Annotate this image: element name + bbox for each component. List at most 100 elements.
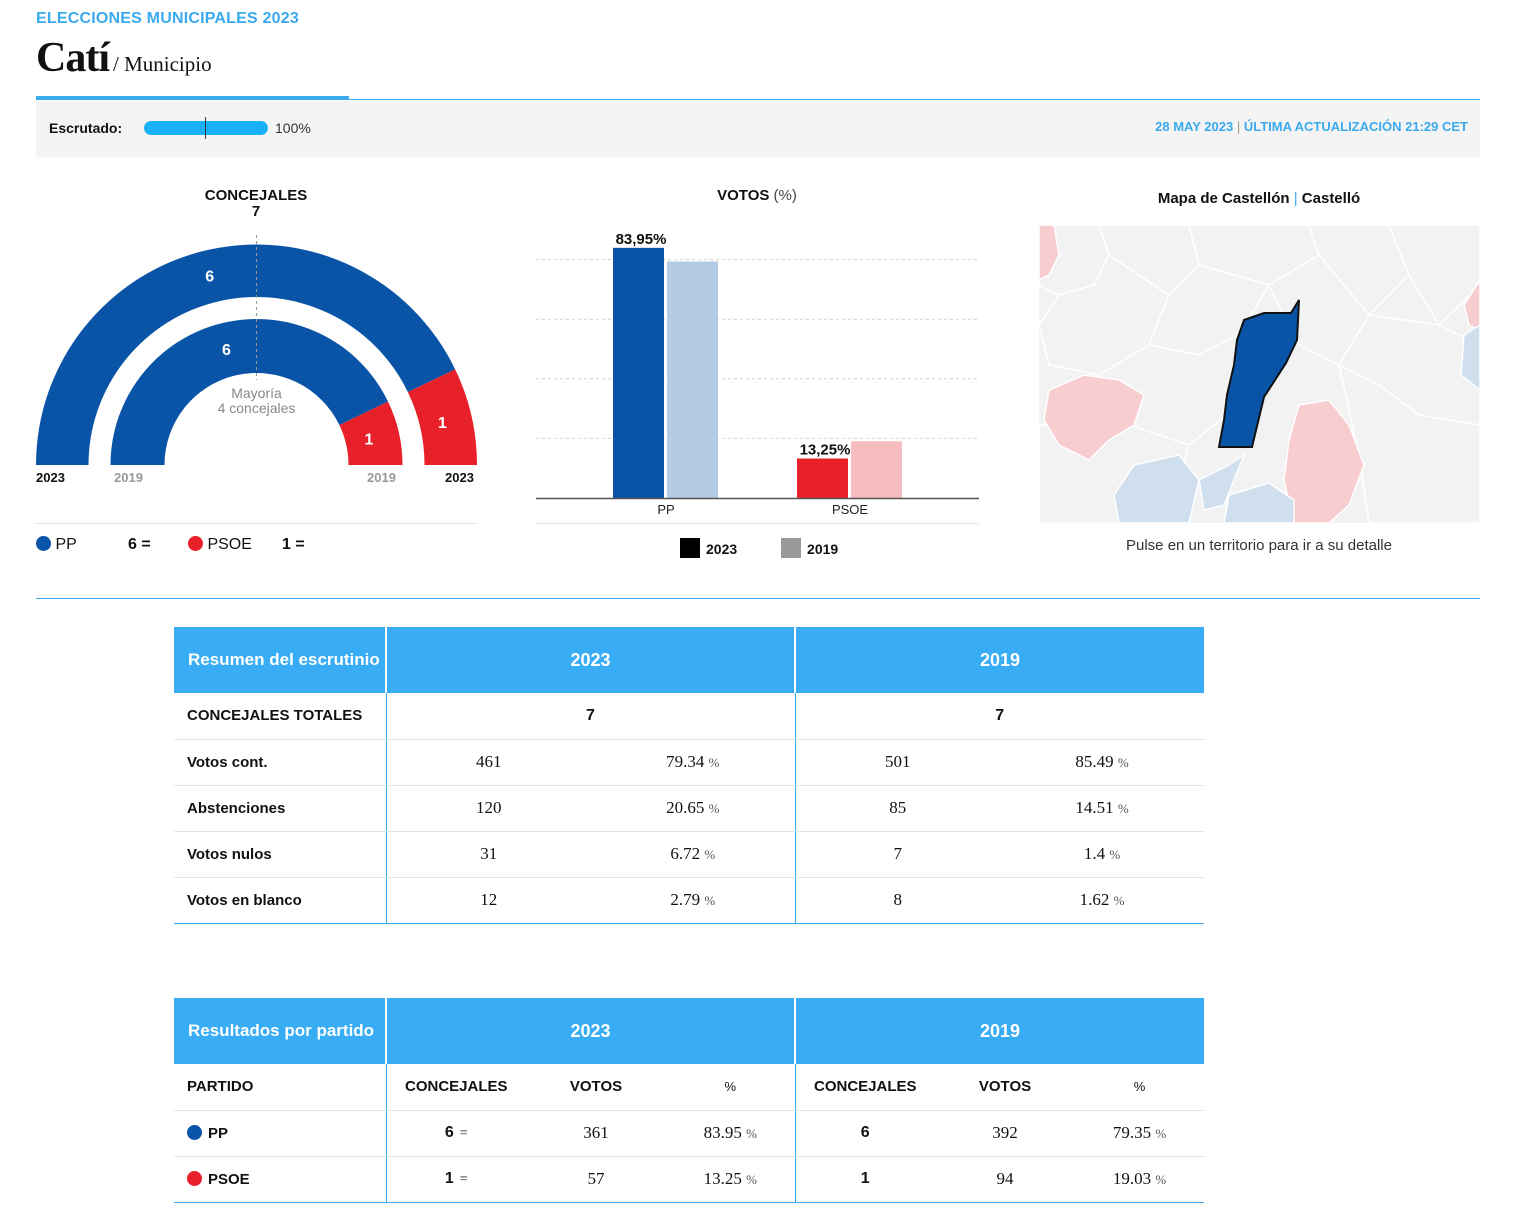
votos-2023: 57: [526, 1156, 666, 1203]
party-cell: PP: [174, 1110, 387, 1157]
legend-value-pp: 6 =: [128, 536, 151, 553]
hemicycle-2023-arc-psoe: [407, 369, 477, 465]
seats-diff: =: [459, 1172, 468, 1187]
hemicycle-2023-arc-pp: [36, 244, 456, 465]
municipality-name: Catí: [36, 35, 110, 81]
pct-2019: 85.49 %: [1000, 739, 1204, 786]
col-concejales-2023: CONCEJALES: [386, 1064, 526, 1111]
party-name: PSOE: [208, 1170, 250, 1188]
summary-header-title: Resumen del escrutinio: [174, 627, 387, 693]
pct-2023: 20.65 %: [591, 785, 796, 832]
pct-sign: %: [746, 1126, 757, 1141]
table-row: Abstenciones 120 20.65 % 85 14.51 %: [174, 785, 1204, 832]
seats-value: 1: [444, 1170, 454, 1187]
hemicycle-2019-seat-label-psoe: 1: [365, 432, 374, 449]
count-2023: 120: [386, 785, 591, 832]
map-hint: Pulse en un territorio para ir a su deta…: [1126, 537, 1392, 554]
pct-value: 2.79: [670, 890, 701, 909]
page-title: Catí / Municipio: [36, 34, 212, 82]
hemicycle-inner-year-right: 2019: [367, 470, 396, 485]
map-territory-psoe[interactable]: [1043, 374, 1145, 461]
map-territory[interactable]: [1308, 225, 1410, 317]
pct-value: 1.62: [1079, 890, 1110, 909]
pct-2019: 79.35 %: [1075, 1110, 1204, 1157]
summary-table: Resumen del escrutinio 2023 2019 CONCEJA…: [174, 627, 1204, 924]
pct-value: 83.95: [703, 1123, 742, 1142]
escrutado-progress-bar: [144, 121, 268, 135]
pct-sign: %: [704, 893, 716, 908]
row-label: Votos cont.: [174, 739, 387, 786]
legend-party-pp: PP: [55, 536, 77, 553]
pct-2019: 14.51 %: [1000, 785, 1204, 832]
summary-header-2019: 2019: [795, 627, 1204, 693]
col-concejales-2019: CONCEJALES: [795, 1064, 935, 1111]
last-update: ÚLTIMA ACTUALIZACIÓN 21:29 CET: [1243, 119, 1468, 134]
map-territory-psoe[interactable]: [1283, 399, 1365, 523]
count-2023: 12: [386, 877, 591, 924]
concejales-2023: 7: [386, 693, 796, 740]
legend-value-psoe: 1 =: [282, 536, 305, 553]
votos-2023: 361: [526, 1110, 666, 1157]
update-separator: |: [1236, 119, 1241, 134]
legend-2023-label: 2023: [706, 541, 738, 557]
col-votos-2019: VOTOS: [935, 1064, 1075, 1111]
pct-sign: %: [708, 755, 720, 770]
col-votos-2023: VOTOS: [526, 1064, 666, 1111]
map-title-separator: |: [1293, 190, 1298, 207]
bar-data-label-pp: 83,95%: [616, 231, 667, 248]
count-2019: 501: [795, 739, 1000, 786]
hemicycle-outer-year-right: 2023: [445, 470, 474, 485]
hemicycle-2023-seat-label-pp: 6: [205, 269, 214, 286]
seats-value: 6: [444, 1124, 454, 1141]
province-map[interactable]: [1039, 225, 1480, 523]
legend-2019: 2019: [781, 538, 838, 558]
count-2023: 461: [386, 739, 591, 786]
map-territory-cati-highlighted[interactable]: [1217, 299, 1300, 448]
map-territory[interactable]: [1268, 254, 1370, 366]
map-territory[interactable]: [1388, 225, 1480, 327]
map-territory-pp[interactable]: [1113, 454, 1200, 523]
title-underline: [36, 96, 349, 100]
votos-title-unit: (%): [773, 187, 797, 204]
pct-sign: %: [1117, 755, 1129, 770]
summary-header-2023: 2023: [386, 627, 796, 693]
bar-data-label-psoe: 13,25%: [800, 442, 851, 459]
table-row: Votos en blanco 12 2.79 % 8 1.62 %: [174, 877, 1204, 924]
title-rule: [36, 99, 1480, 100]
province-map-svg[interactable]: [1039, 225, 1480, 523]
map-territory-pp[interactable]: [1460, 324, 1480, 391]
pct-2023: 13.25 %: [666, 1156, 796, 1203]
map-territory-psoe[interactable]: [1463, 278, 1480, 331]
legend-2019-swatch: [781, 538, 802, 558]
bar-pp-2019: [667, 261, 718, 498]
page-subtitle: / Municipio: [113, 52, 212, 76]
map-territory-pp[interactable]: [1198, 453, 1246, 511]
pct-2023: 2.79 %: [591, 877, 796, 924]
map-territory-psoe[interactable]: [1039, 225, 1060, 281]
count-2019: 8: [795, 877, 1000, 924]
psoe-dot-icon: [187, 1170, 202, 1186]
bar-chart-legend: 2023 2019: [680, 538, 838, 558]
legend-item-psoe: PSOE: [188, 536, 252, 554]
pct-value: 1.4: [1083, 844, 1106, 863]
pct-value: 14.51: [1075, 798, 1114, 817]
row-label: Votos en blanco: [174, 877, 387, 924]
pct-2023: 79.34 %: [591, 739, 796, 786]
escrutado-progress-fill: [144, 121, 268, 135]
row-label: Abstenciones: [174, 785, 387, 832]
party-header-2019: 2019: [795, 998, 1204, 1064]
hemicycle-2023-seat-label-psoe: 1: [438, 415, 447, 432]
bar-chart-divider: [536, 523, 979, 524]
majority-label-line1: Mayoría: [231, 385, 282, 401]
pct-sign: %: [1109, 847, 1121, 862]
summary-header-row: Resumen del escrutinio 2023 2019: [174, 627, 1204, 693]
update-info: 28 MAY 2023 | ÚLTIMA ACTUALIZACIÓN 21:29…: [1155, 119, 1468, 134]
table-row: PSOE 1 = 57 13.25 % 1 94 19.03 %: [174, 1156, 1204, 1203]
pct-sign: %: [1155, 1172, 1167, 1187]
majority-label-line2: 4 concejales: [218, 400, 296, 416]
map-title: Mapa de Castellón | Castelló: [1039, 190, 1479, 207]
pct-2023: 83.95 %: [666, 1110, 796, 1157]
pct-sign: %: [704, 847, 716, 862]
col-pct-2019: %: [1075, 1064, 1204, 1111]
map-territory-pp[interactable]: [1223, 482, 1295, 523]
